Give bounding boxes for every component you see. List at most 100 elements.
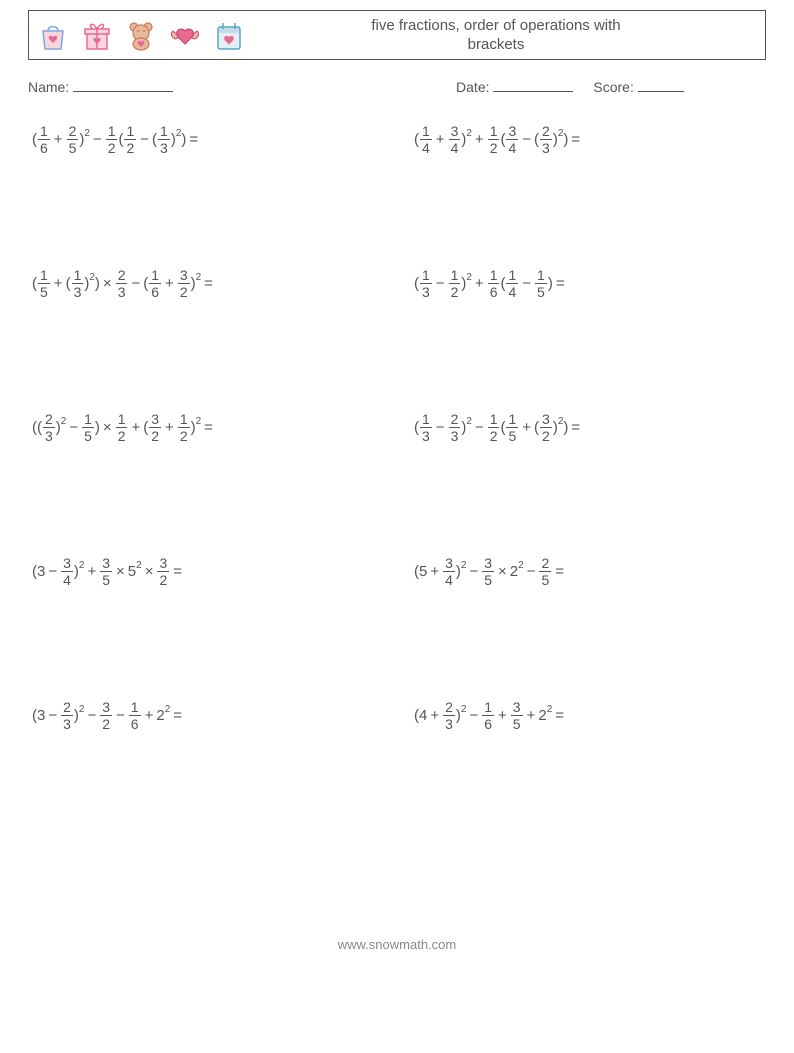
- fraction: 16: [482, 700, 494, 731]
- expr-text: (: [143, 419, 148, 436]
- operator: −: [45, 563, 60, 580]
- fraction: 34: [443, 556, 455, 587]
- title-line-1: five fractions, order of operations with: [247, 16, 745, 36]
- problem-5: ((23)2−15)×12+(32+12)2 =: [32, 405, 384, 449]
- operator: =: [170, 563, 185, 580]
- operator: −: [466, 707, 481, 724]
- fraction: 35: [482, 556, 494, 587]
- operator: +: [128, 419, 143, 436]
- exponent: 2: [176, 128, 182, 139]
- name-blank[interactable]: [73, 78, 173, 92]
- fraction: 34: [61, 556, 73, 587]
- fraction: 23: [443, 700, 455, 731]
- fraction: 34: [506, 124, 518, 155]
- exponent: 2: [558, 416, 564, 427]
- operator: ×: [495, 563, 510, 580]
- fraction: 15: [38, 268, 50, 299]
- winged-heart-icon: [167, 17, 203, 53]
- operator: −: [524, 563, 539, 580]
- operator: ×: [142, 563, 157, 580]
- expr-text: (: [414, 275, 419, 292]
- operator: −: [128, 275, 143, 292]
- gift-bag-icon: [35, 17, 71, 53]
- problem-10: (4+23)2−16+35+22 =: [414, 693, 766, 737]
- expr-text: (: [500, 131, 505, 148]
- operator: −: [433, 275, 448, 292]
- exponent: 2: [461, 560, 467, 571]
- fraction: 12: [488, 124, 500, 155]
- fraction: 32: [178, 268, 190, 299]
- fraction: 35: [511, 700, 523, 731]
- date-blank[interactable]: [493, 78, 573, 92]
- operator: +: [472, 275, 487, 292]
- fraction: 13: [420, 268, 432, 299]
- expr-text: (3: [32, 707, 45, 724]
- operator: +: [51, 131, 66, 148]
- fraction: 13: [158, 124, 170, 155]
- operator: +: [472, 131, 487, 148]
- exponent: 2: [466, 272, 472, 283]
- operator: +: [495, 707, 510, 724]
- gift-box-icon: [79, 17, 115, 53]
- problems-grid: (16+25)2−12(12−(13)2) =(14+34)2+12(34−(2…: [28, 117, 766, 737]
- footer: www.snowmath.com: [28, 937, 766, 952]
- operator: =: [568, 131, 583, 148]
- exponent: 2: [79, 560, 85, 571]
- expr-text: (: [32, 131, 37, 148]
- expr-text: (: [414, 419, 419, 436]
- header-icons: [29, 17, 247, 53]
- name-label: Name:: [28, 79, 69, 95]
- fraction: 13: [72, 268, 84, 299]
- operator: +: [427, 563, 442, 580]
- operator: −: [90, 131, 105, 148]
- operator: −: [519, 131, 534, 148]
- exponent: 2: [196, 416, 202, 427]
- operator: =: [201, 275, 216, 292]
- footer-text: www.snowmath.com: [338, 937, 456, 952]
- fraction: 14: [506, 268, 518, 299]
- expr-text: 5: [128, 563, 136, 580]
- operator: +: [524, 707, 539, 724]
- operator: ×: [100, 275, 115, 292]
- fraction: 23: [43, 412, 55, 443]
- operator: +: [433, 131, 448, 148]
- exponent: 2: [79, 704, 85, 715]
- problem-7: (3−34)2+35×52×32 =: [32, 549, 384, 593]
- fraction: 32: [540, 412, 552, 443]
- operator: =: [552, 563, 567, 580]
- operator: +: [162, 275, 177, 292]
- fraction: 13: [420, 412, 432, 443]
- exponent: 2: [136, 560, 142, 571]
- operator: =: [201, 419, 216, 436]
- exponent: 2: [196, 272, 202, 283]
- exponent: 2: [84, 128, 90, 139]
- exponent: 2: [61, 416, 67, 427]
- operator: =: [552, 707, 567, 724]
- operator: −: [45, 707, 60, 724]
- expr-text: (: [32, 275, 37, 292]
- fraction: 34: [449, 124, 461, 155]
- exponent: 2: [461, 704, 467, 715]
- operator: =: [553, 275, 568, 292]
- operator: −: [433, 419, 448, 436]
- exponent: 2: [558, 128, 564, 139]
- expr-text: (: [66, 275, 71, 292]
- expr-text: (5: [414, 563, 427, 580]
- fraction: 16: [129, 700, 141, 731]
- expr-text: (: [118, 131, 123, 148]
- expr-text: (: [534, 419, 539, 436]
- operator: +: [84, 563, 99, 580]
- fraction: 12: [488, 412, 500, 443]
- expr-text: (: [152, 131, 157, 148]
- expr-text: (4: [414, 707, 427, 724]
- problem-6: (13−23)2−12(15+(32)2) =: [414, 405, 766, 449]
- fraction: 35: [100, 556, 112, 587]
- score-label: Score:: [593, 79, 633, 95]
- operator: ×: [113, 563, 128, 580]
- score-blank[interactable]: [638, 78, 684, 92]
- expr-text: 2: [538, 707, 546, 724]
- expr-text: (: [500, 275, 505, 292]
- date-label: Date:: [456, 79, 489, 95]
- exponent: 2: [547, 704, 553, 715]
- name-field: Name:: [28, 78, 456, 95]
